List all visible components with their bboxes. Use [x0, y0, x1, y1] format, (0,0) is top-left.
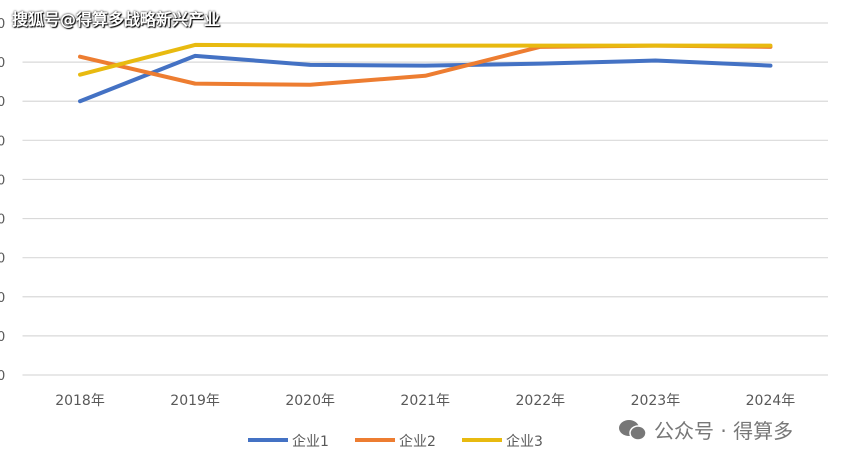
y-tick-label: 0	[0, 252, 5, 267]
legend-label: 企业3	[506, 433, 543, 450]
y-tick-label: 0	[0, 173, 5, 188]
x-tick-label: 2024年	[746, 393, 796, 409]
y-tick-label: 0	[0, 95, 5, 110]
x-tick-label: 2021年	[400, 393, 450, 409]
y-tick-label: 0	[0, 213, 5, 228]
x-tick-label: 2023年	[631, 393, 681, 409]
y-tick-label: 0	[0, 369, 5, 384]
y-tick-label: 0	[0, 291, 5, 306]
legend-label: 企业2	[399, 433, 436, 450]
watermark-text: 公众号 · 得算多	[654, 419, 794, 443]
legend-label: 企业1	[292, 433, 329, 450]
watermark-sohu: 搜狐号@得算多战略新兴产业	[12, 10, 221, 29]
y-tick-label: 0	[0, 56, 5, 71]
x-tick-label: 2020年	[285, 393, 335, 409]
y-tick-label: 0	[0, 17, 5, 32]
wechat-icon	[619, 419, 647, 441]
x-tick-label: 2018年	[55, 393, 105, 409]
x-tick-label: 2022年	[516, 393, 566, 409]
y-tick-label: 0	[0, 134, 5, 149]
watermark-wechat: 公众号 · 得算多	[618, 415, 793, 444]
y-tick-label: 0	[0, 330, 5, 345]
series-line-3	[78, 42, 773, 77]
x-tick-label: 2019年	[170, 393, 220, 409]
series-line-1	[78, 53, 773, 104]
